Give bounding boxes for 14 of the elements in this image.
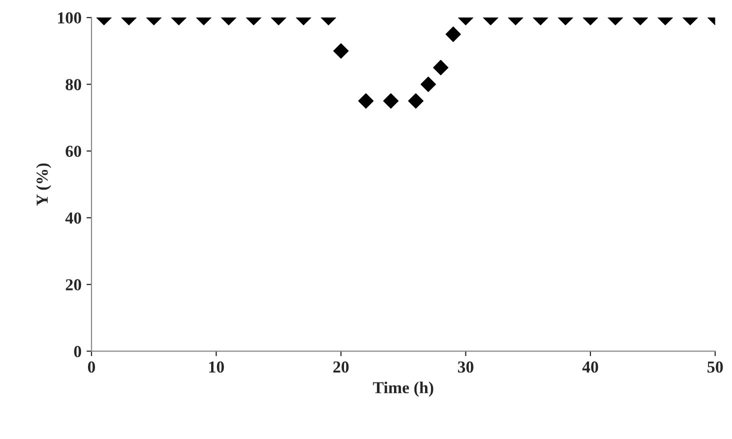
- y-tick-label: 0: [74, 346, 82, 358]
- y-tick-label: 80: [66, 78, 82, 90]
- x-tick-label: 10: [209, 361, 224, 373]
- y-tick-label: 20: [66, 279, 82, 290]
- x-tick-label: 0: [88, 361, 96, 373]
- x-tick-label: 20: [333, 361, 349, 373]
- x-tick-label: 40: [582, 361, 598, 373]
- y-tick-label: 60: [66, 146, 82, 157]
- y-tick-label: 40: [65, 212, 82, 224]
- x-tick-label: 50: [707, 361, 723, 373]
- x-tick-label: 30: [458, 361, 474, 373]
- y-tick-label: 100: [58, 12, 82, 24]
- x-axis-title: Time (h): [372, 382, 434, 397]
- y-axis-title: Y (%): [36, 163, 52, 206]
